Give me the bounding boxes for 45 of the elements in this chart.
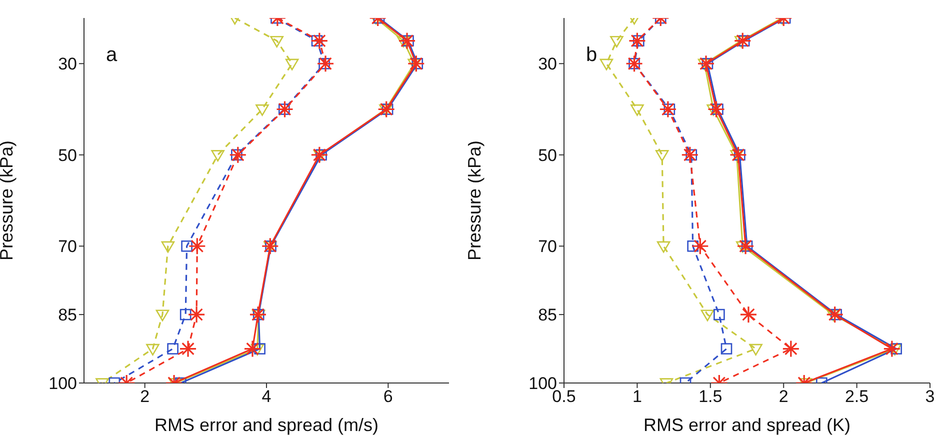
point	[749, 344, 762, 356]
y-tick-label: 70	[58, 237, 77, 256]
x-tick-label: 2.5	[844, 387, 869, 406]
y-tick-label: 50	[58, 146, 77, 165]
y-tick-label: 100	[48, 374, 77, 394]
point	[211, 150, 224, 162]
x-tick-label: 1.5	[698, 387, 722, 406]
point	[254, 343, 266, 354]
point	[181, 240, 192, 252]
x-axis-title: RMS error and spread (m/s)	[154, 415, 379, 435]
point	[156, 310, 170, 322]
x-tick-label: 4	[262, 387, 272, 406]
x-tick-label: 6	[383, 387, 393, 406]
y-tick-label: 50	[538, 146, 557, 165]
point	[714, 308, 725, 320]
x-tick-label: 2	[140, 387, 150, 406]
y-tick-label: 30	[58, 54, 77, 74]
y-tick-label: 70	[538, 237, 557, 256]
x-tick-label: 1	[632, 387, 642, 406]
point	[311, 35, 323, 46]
y-tick-label: 85	[538, 306, 557, 325]
point	[655, 150, 669, 162]
point	[256, 104, 269, 116]
y-tick-label: 85	[58, 306, 77, 325]
point	[720, 343, 732, 354]
point	[687, 240, 698, 252]
point	[700, 310, 714, 322]
annotation: b	[586, 44, 598, 67]
annotation: a	[106, 44, 118, 67]
point	[180, 308, 192, 320]
point	[890, 343, 902, 354]
point	[146, 344, 160, 356]
x-tick-label: 2	[778, 387, 788, 406]
point	[610, 36, 624, 48]
point	[656, 241, 670, 253]
point	[600, 58, 614, 70]
point	[285, 58, 299, 70]
x-tick-label: 3	[925, 387, 935, 406]
x-axis-title: RMS error and spread (K)	[643, 415, 851, 435]
point	[316, 149, 327, 161]
point	[167, 343, 178, 354]
point	[161, 241, 175, 253]
point	[270, 36, 284, 48]
point	[630, 104, 644, 116]
y-tick-label: 30	[538, 54, 557, 74]
